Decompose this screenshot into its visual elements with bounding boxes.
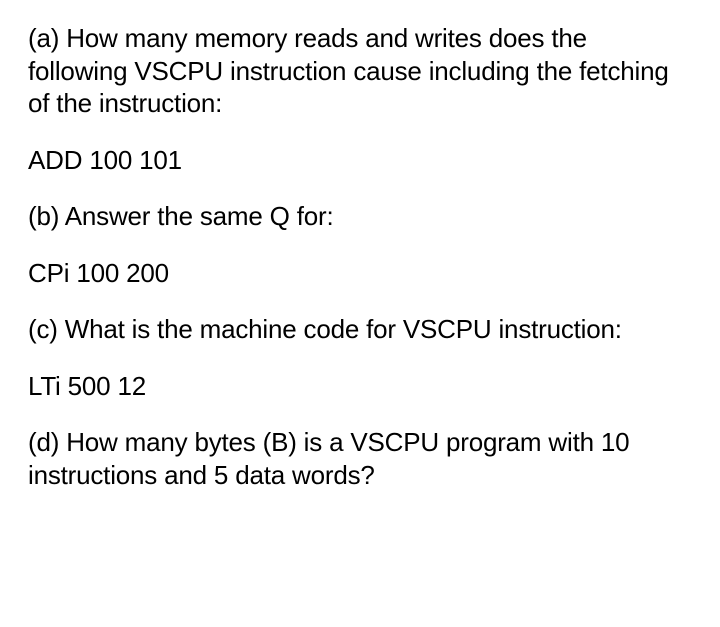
code-c: LTi 500 12 bbox=[28, 370, 692, 403]
question-a-code: ADD 100 101 bbox=[28, 144, 692, 177]
code-a: ADD 100 101 bbox=[28, 144, 692, 177]
question-b-code: CPi 100 200 bbox=[28, 257, 692, 290]
question-b-text: (b) Answer the same Q for: bbox=[28, 200, 692, 233]
code-b: CPi 100 200 bbox=[28, 257, 692, 290]
question-b-prompt: (b) Answer the same Q for: bbox=[28, 200, 692, 233]
question-d-prompt: (d) How many bytes (B) is a VSCPU progra… bbox=[28, 426, 692, 491]
question-a-text: (a) How many memory reads and writes doe… bbox=[28, 22, 692, 120]
question-c-code: LTi 500 12 bbox=[28, 370, 692, 403]
question-c-prompt: (c) What is the machine code for VSCPU i… bbox=[28, 313, 692, 346]
question-a-prompt: (a) How many memory reads and writes doe… bbox=[28, 22, 692, 120]
question-c-text: (c) What is the machine code for VSCPU i… bbox=[28, 313, 692, 346]
question-d-text: (d) How many bytes (B) is a VSCPU progra… bbox=[28, 426, 692, 491]
